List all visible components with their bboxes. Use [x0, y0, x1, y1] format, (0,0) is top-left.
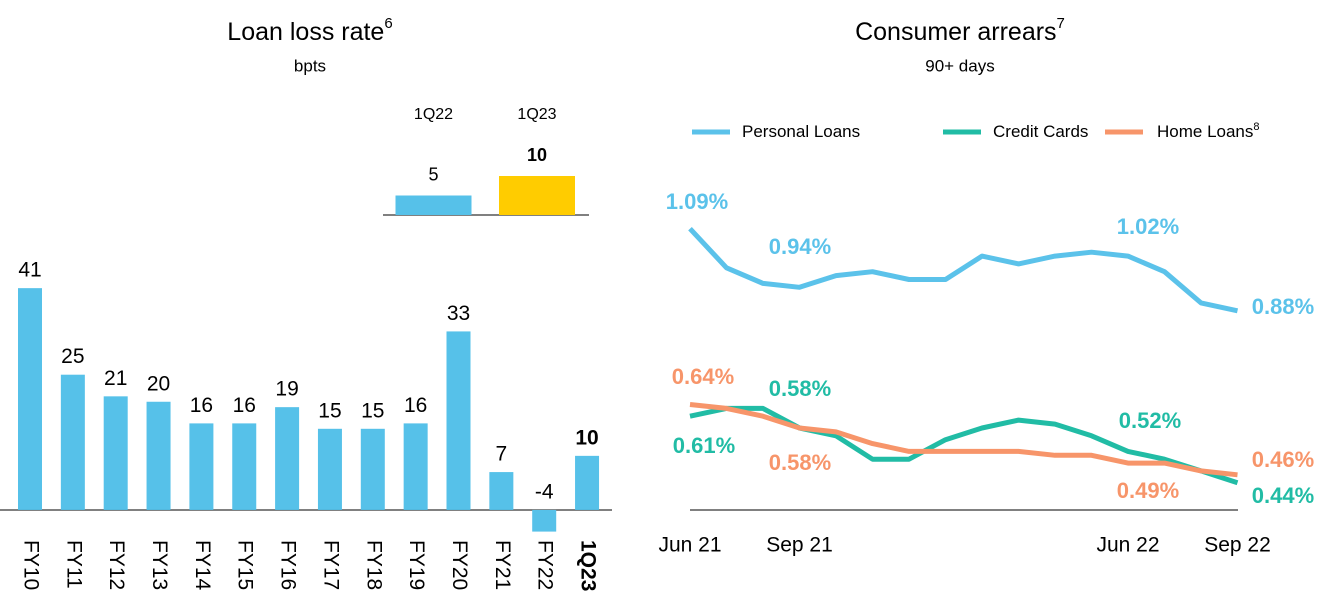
- x-tick-label: Sep 21: [766, 534, 833, 557]
- bar: [189, 423, 214, 510]
- legend-label: Credit Cards: [993, 122, 1088, 141]
- bar: [395, 195, 472, 215]
- value-label: 0.49%: [1117, 478, 1179, 503]
- bar: [360, 428, 385, 510]
- bar: [18, 288, 42, 510]
- legend-text: Personal Loans: [742, 122, 860, 141]
- value-label: -4: [535, 480, 554, 503]
- series-line: [688, 226, 1239, 314]
- bar: [446, 331, 471, 510]
- value-label: 33: [447, 302, 470, 325]
- value-label: 0.64%: [672, 364, 734, 389]
- value-label: 7: [496, 443, 508, 466]
- category-label: 1Q22: [414, 106, 453, 123]
- value-label: 20: [147, 372, 170, 395]
- bar: [60, 374, 85, 510]
- bar: [489, 472, 514, 510]
- value-label: 0.58%: [769, 450, 831, 475]
- value-label: 16: [190, 394, 213, 417]
- x-tick-label: FY14: [191, 540, 214, 591]
- legend-label: Personal Loans: [742, 122, 860, 141]
- value-label: 0.52%: [1119, 408, 1181, 433]
- bar: [317, 428, 342, 510]
- bar: [275, 407, 300, 510]
- value-label: 16: [233, 394, 256, 417]
- title-superscript: 6: [384, 15, 392, 32]
- chart-title: Consumer arrears7: [855, 15, 1065, 46]
- value-label: 5: [428, 164, 438, 184]
- title-text: Loan loss rate: [227, 18, 384, 46]
- x-tick-label: FY20: [448, 540, 471, 590]
- chart-title: Loan loss rate6: [227, 15, 392, 46]
- bar: [232, 423, 257, 510]
- x-tick-label: FY19: [405, 540, 428, 590]
- bar: [575, 455, 600, 510]
- legend-label: Home Loans8: [1157, 121, 1260, 142]
- value-label: 16: [404, 394, 427, 417]
- value-label: 10: [575, 426, 598, 449]
- value-label: 0.58%: [769, 376, 831, 401]
- legend-text: Home Loans: [1157, 122, 1253, 141]
- bar: [103, 396, 128, 510]
- value-label: 1.09%: [666, 189, 728, 214]
- value-label: 41: [18, 259, 41, 282]
- category-label: 1Q23: [517, 106, 556, 123]
- value-label: 10: [527, 145, 547, 165]
- x-tick-label: Jun 22: [1096, 534, 1159, 557]
- x-tick-label: FY21: [491, 540, 514, 590]
- value-label: 25: [61, 345, 84, 368]
- x-tick-label: FY13: [148, 540, 171, 590]
- value-label: 0.61%: [673, 433, 735, 458]
- title-text: Consumer arrears: [855, 18, 1056, 46]
- x-tick-label: FY18: [362, 540, 385, 590]
- series-line: [689, 405, 1239, 486]
- series-line: [689, 402, 1238, 478]
- legend-superscript: 8: [1253, 121, 1259, 133]
- legend-text: Credit Cards: [993, 122, 1088, 141]
- x-tick-label: FY12: [105, 540, 128, 590]
- bar: [499, 176, 575, 215]
- x-tick-label: 1Q23: [577, 540, 600, 591]
- bar: [532, 509, 557, 532]
- value-label: 0.88%: [1252, 294, 1314, 319]
- chart-subtitle: bpts: [294, 56, 326, 75]
- value-label: 0.94%: [769, 234, 831, 259]
- x-tick-label: FY16: [277, 540, 300, 590]
- value-label: 0.44%: [1252, 483, 1314, 508]
- x-tick-label: FY15: [234, 540, 257, 590]
- x-tick-label: Jun 21: [658, 534, 721, 557]
- value-label: 1.02%: [1117, 214, 1179, 239]
- x-tick-label: FY22: [534, 540, 557, 590]
- x-tick-label: FY11: [62, 540, 85, 589]
- value-label: 19: [275, 378, 298, 401]
- title-superscript: 7: [1057, 15, 1065, 32]
- bar: [146, 401, 171, 510]
- value-label: 15: [361, 399, 384, 422]
- value-label: 0.46%: [1252, 447, 1314, 472]
- bar: [403, 423, 428, 510]
- value-label: 21: [104, 367, 127, 390]
- value-label: 15: [318, 399, 341, 422]
- chart-subtitle: 90+ days: [925, 56, 994, 75]
- x-tick-label: FY10: [19, 540, 42, 590]
- x-tick-label: Sep 22: [1204, 534, 1271, 557]
- x-tick-label: FY17: [319, 540, 342, 590]
